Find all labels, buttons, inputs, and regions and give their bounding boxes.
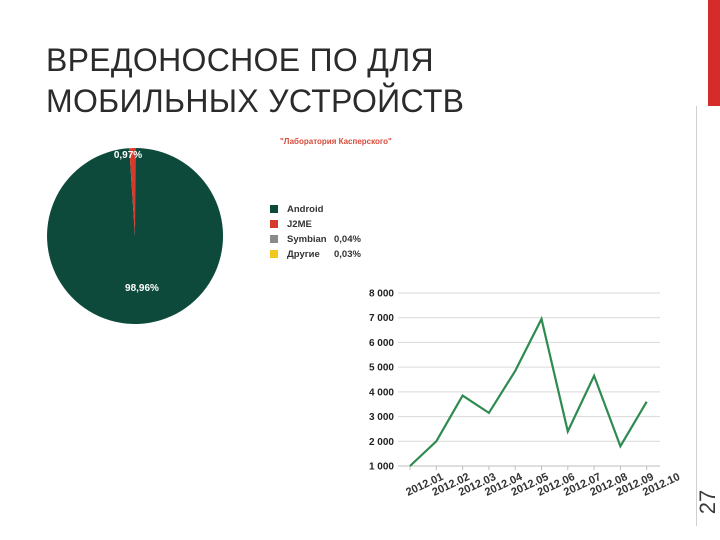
legend-swatch-other bbox=[270, 250, 278, 258]
y-tick-label: 4 000 bbox=[369, 387, 394, 398]
legend-value-other: 0,03% bbox=[334, 249, 361, 260]
pie-label-android: 98,96% bbox=[125, 283, 159, 294]
pie-slice-j2me-highlight bbox=[132, 148, 136, 236]
y-tick-label: 6 000 bbox=[369, 338, 394, 349]
legend-swatch-android bbox=[270, 205, 278, 213]
legend-swatch-j2me bbox=[270, 220, 278, 228]
legend-value-symbian: 0,04% bbox=[334, 234, 361, 245]
series-line bbox=[409, 315, 648, 467]
legend-label-symbian: Symbian bbox=[287, 234, 327, 245]
title-line-2: МОБИЛЬНЫХ УСТРОЙСТВ bbox=[46, 83, 465, 119]
title-line-1: ВРЕДОНОСНОЕ ПО ДЛЯ bbox=[46, 42, 434, 78]
pie-label-j2me: 0,97% bbox=[114, 150, 142, 161]
y-tick-label: 2 000 bbox=[369, 437, 394, 448]
slide-title: ВРЕДОНОСНОЕ ПО ДЛЯ МОБИЛЬНЫХ УСТРОЙСТВ bbox=[46, 40, 606, 122]
accent-bar bbox=[708, 0, 720, 106]
y-tick-label: 5 000 bbox=[369, 363, 394, 374]
y-tick-label: 8 000 bbox=[369, 289, 394, 300]
legend-swatch-symbian bbox=[270, 235, 278, 243]
legend-label-android: Android bbox=[287, 204, 324, 215]
y-tick-label: 7 000 bbox=[369, 313, 394, 324]
legend-label-j2me: J2ME bbox=[287, 219, 312, 230]
pie-slice-android bbox=[47, 147, 224, 324]
y-tick-label: 1 000 bbox=[369, 462, 394, 473]
y-tick-label: 3 000 bbox=[369, 412, 394, 423]
source-label: "Лаборатория Касперского" bbox=[280, 137, 392, 146]
side-divider bbox=[696, 106, 697, 526]
legend-label-other: Другие bbox=[287, 249, 320, 260]
